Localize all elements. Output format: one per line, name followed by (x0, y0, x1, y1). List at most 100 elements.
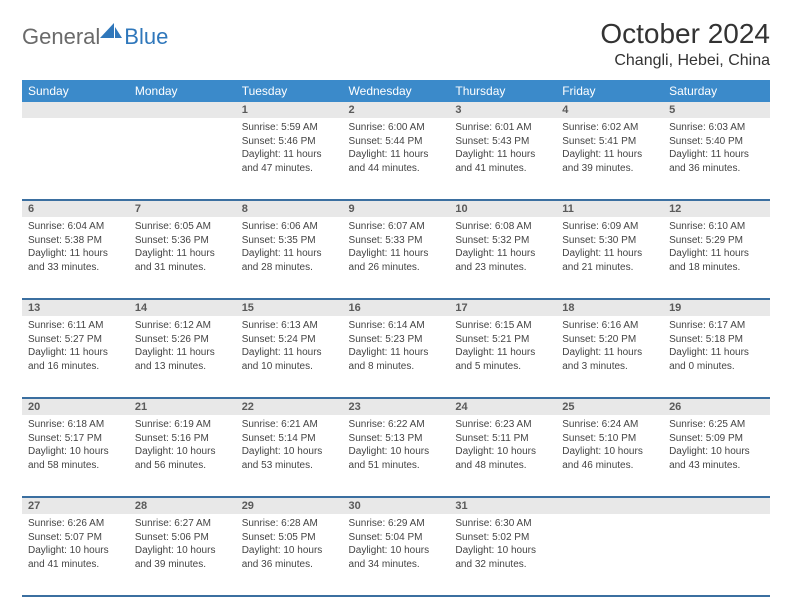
daylight-text: Daylight: 10 hours and 53 minutes. (242, 445, 337, 472)
day-number-cell: 14 (129, 299, 236, 316)
day-header: Thursday (449, 80, 556, 102)
daylight-text: Daylight: 11 hours and 28 minutes. (242, 247, 337, 274)
sunset-text: Sunset: 5:27 PM (28, 333, 123, 347)
brand-part2: Blue (124, 24, 168, 50)
daylight-text: Daylight: 10 hours and 56 minutes. (135, 445, 230, 472)
daylight-text: Daylight: 11 hours and 33 minutes. (28, 247, 123, 274)
sunrise-text: Sunrise: 6:12 AM (135, 319, 230, 333)
sunrise-text: Sunrise: 6:03 AM (669, 121, 764, 135)
calendar-body: 12345 Sunrise: 5:59 AMSunset: 5:46 PM Dayl… (22, 102, 770, 596)
day-number-cell (556, 497, 663, 514)
day-number-cell: 31 (449, 497, 556, 514)
day-info-cell: Sunrise: 6:18 AMSunset: 5:17 PMDaylight:… (22, 415, 129, 497)
sunrise-text: Sunrise: 5:59 AM (242, 121, 337, 135)
day-number-cell: 30 (343, 497, 450, 514)
day-header: Friday (556, 80, 663, 102)
day-info-cell: Sunrise: 6:17 AMSunset: 5:18 PMDaylight:… (663, 316, 770, 398)
day-info-cell (22, 118, 129, 200)
daylight-text: Daylight: 11 hours and 8 minutes. (349, 346, 444, 373)
sunset-text: Sunset: 5:23 PM (349, 333, 444, 347)
day-info-row: Sunrise: 6:26 AMSunset: 5:07 PMDaylight:… (22, 514, 770, 596)
day-number-cell: 19 (663, 299, 770, 316)
daylight-text: Daylight: 11 hours and 26 minutes. (349, 247, 444, 274)
sunrise-text: Sunrise: 6:11 AM (28, 319, 123, 333)
sunset-text: Sunset: 5:20 PM (562, 333, 657, 347)
day-number-cell: 3 (449, 102, 556, 118)
sunrise-text: Sunrise: 6:21 AM (242, 418, 337, 432)
daylight-text: Daylight: 11 hours and 21 minutes. (562, 247, 657, 274)
day-info-cell: Sunrise: 6:09 AMSunset: 5:30 PMDaylight:… (556, 217, 663, 299)
day-info-cell: Sunrise: 6:21 AMSunset: 5:14 PMDaylight:… (236, 415, 343, 497)
sunrise-text: Sunrise: 6:27 AM (135, 517, 230, 531)
day-info-cell: Sunrise: 6:16 AMSunset: 5:20 PMDaylight:… (556, 316, 663, 398)
daylight-text: Daylight: 10 hours and 58 minutes. (28, 445, 123, 472)
day-info-row: Sunrise: 5:59 AMSunset: 5:46 PM Daylight:… (22, 118, 770, 200)
sunrise-text: Sunrise: 6:17 AM (669, 319, 764, 333)
sunrise-text: Sunrise: 6:14 AM (349, 319, 444, 333)
sunset-text: Sunset: 5:05 PM (242, 531, 337, 545)
day-number-row: 13141516171819 (22, 299, 770, 316)
sunrise-text: Sunrise: 6:22 AM (349, 418, 444, 432)
day-number-cell: 12 (663, 200, 770, 217)
day-number-row: 12345 (22, 102, 770, 118)
day-number-cell: 5 (663, 102, 770, 118)
day-info-cell: Sunrise: 6:07 AMSunset: 5:33 PMDaylight:… (343, 217, 450, 299)
sunrise-text: Sunrise: 6:30 AM (455, 517, 550, 531)
day-number-cell: 22 (236, 398, 343, 415)
daylight-text: Daylight: 10 hours and 36 minutes. (242, 544, 337, 571)
sunrise-text: Sunrise: 6:16 AM (562, 319, 657, 333)
sunset-text: Sunset: 5:09 PM (669, 432, 764, 446)
sunset-text: Sunset: 5:10 PM (562, 432, 657, 446)
day-info-cell (129, 118, 236, 200)
daylight-text: Daylight: 10 hours and 41 minutes. (28, 544, 123, 571)
daylight-text: Daylight: 11 hours and 18 minutes. (669, 247, 764, 274)
sunrise-text: Sunrise: 6:25 AM (669, 418, 764, 432)
sunset-text: Sunset: 5:26 PM (135, 333, 230, 347)
day-header: Wednesday (343, 80, 450, 102)
day-number-cell (663, 497, 770, 514)
day-info-cell: Sunrise: 6:25 AMSunset: 5:09 PMDaylight:… (663, 415, 770, 497)
day-info-cell (556, 514, 663, 596)
sunset-text: Sunset: 5:46 PM (242, 135, 337, 149)
sunset-text: Sunset: 5:24 PM (242, 333, 337, 347)
day-number-cell: 7 (129, 200, 236, 217)
day-header: Tuesday (236, 80, 343, 102)
sunset-text: Sunset: 5:04 PM (349, 531, 444, 545)
sunset-text: Sunset: 5:36 PM (135, 234, 230, 248)
sunset-text: Sunset: 5:38 PM (28, 234, 123, 248)
daylight-text: Daylight: 11 hours and 13 minutes. (135, 346, 230, 373)
sunset-text: Sunset: 5:30 PM (562, 234, 657, 248)
brand-part1: General (22, 24, 100, 50)
sunset-text: Sunset: 5:16 PM (135, 432, 230, 446)
day-header: Saturday (663, 80, 770, 102)
sunrise-text: Sunrise: 6:28 AM (242, 517, 337, 531)
day-info-cell: Sunrise: 6:26 AMSunset: 5:07 PMDaylight:… (22, 514, 129, 596)
daylight-text: Daylight: 11 hours and 0 minutes. (669, 346, 764, 373)
daylight-text: Daylight: 10 hours and 34 minutes. (349, 544, 444, 571)
sunset-text: Sunset: 5:18 PM (669, 333, 764, 347)
day-info-cell: Sunrise: 6:22 AMSunset: 5:13 PMDaylight:… (343, 415, 450, 497)
day-number-cell: 1 (236, 102, 343, 118)
sunrise-text: Sunrise: 6:10 AM (669, 220, 764, 234)
day-info-cell: Sunrise: 6:15 AMSunset: 5:21 PMDaylight:… (449, 316, 556, 398)
sunset-text: Sunset: 5:13 PM (349, 432, 444, 446)
day-info-cell: Sunrise: 6:01 AMSunset: 5:43 PMDaylight:… (449, 118, 556, 200)
daylight-text: Daylight: 11 hours and 41 minutes. (455, 148, 550, 175)
sunset-text: Sunset: 5:17 PM (28, 432, 123, 446)
daylight-text: Daylight: 11 hours and 39 minutes. (562, 148, 657, 175)
day-number-cell: 23 (343, 398, 450, 415)
daylight-text: Daylight: 11 hours and 31 minutes. (135, 247, 230, 274)
daylight-text: Daylight: 11 hours and 44 minutes. (349, 148, 444, 175)
day-number-cell: 25 (556, 398, 663, 415)
day-info-cell: Sunrise: 6:30 AMSunset: 5:02 PMDaylight:… (449, 514, 556, 596)
day-number-cell: 24 (449, 398, 556, 415)
month-title: October 2024 (600, 18, 770, 50)
daylight-text: Daylight: 11 hours and 3 minutes. (562, 346, 657, 373)
daylight-text: Daylight: 11 hours and 10 minutes. (242, 346, 337, 373)
day-info-cell: Sunrise: 6:14 AMSunset: 5:23 PMDaylight:… (343, 316, 450, 398)
day-number-cell: 26 (663, 398, 770, 415)
calendar-table: SundayMondayTuesdayWednesdayThursdayFrid… (22, 80, 770, 597)
sunrise-text: Sunrise: 6:09 AM (562, 220, 657, 234)
daylight-text: Daylight: 10 hours and 46 minutes. (562, 445, 657, 472)
day-number-cell: 18 (556, 299, 663, 316)
